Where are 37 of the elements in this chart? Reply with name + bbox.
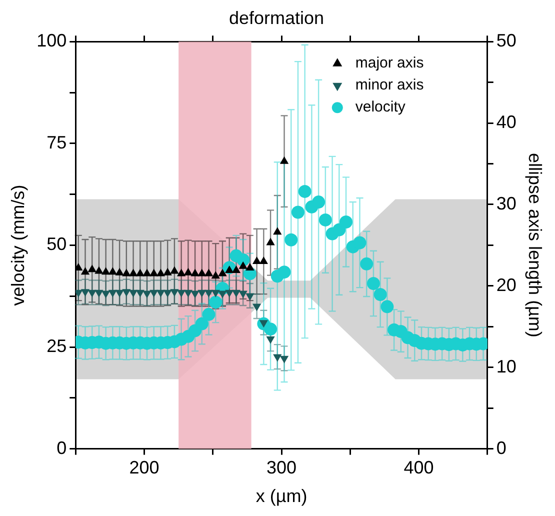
x-tick-label: 200 [129,458,160,478]
legend-label: major axis [355,54,424,72]
point [374,288,387,301]
y2-axis-title: ellipse axis length (µm) [525,152,546,338]
y2-tick-label: 10 [496,356,516,376]
point [202,308,216,321]
point [318,213,332,226]
point [284,233,298,246]
point [312,196,326,209]
point [209,296,222,309]
point [195,317,208,330]
y-tick-label: 100 [36,30,67,51]
chart-title: deformation [228,8,324,28]
point [366,276,380,290]
x-axis-title: x (µm) [256,486,308,506]
x-tick-label: 300 [266,458,297,478]
y-tick-label: 75 [46,132,67,152]
y2-tick-label: 40 [496,112,516,132]
y-tick-label: 0 [56,438,67,458]
y2-tick-label: 50 [496,30,516,51]
point [298,184,312,198]
x-tick-label: 400 [404,458,434,478]
point [380,300,394,314]
point [291,206,304,219]
point [353,236,366,250]
legend-label: velocity [355,98,406,116]
point [264,322,278,336]
point [360,257,374,270]
point [278,266,291,279]
y2-tick-label: 0 [496,438,506,458]
y2-tick-label: 20 [496,274,516,295]
legend-label: minor axis [355,76,424,94]
y-tick-label: 25 [46,336,67,356]
y-tick-label: 50 [46,234,67,254]
y2-tick-label: 30 [496,193,516,214]
y-axis-title: velocity (mm/s) [8,184,28,306]
point [340,215,353,228]
